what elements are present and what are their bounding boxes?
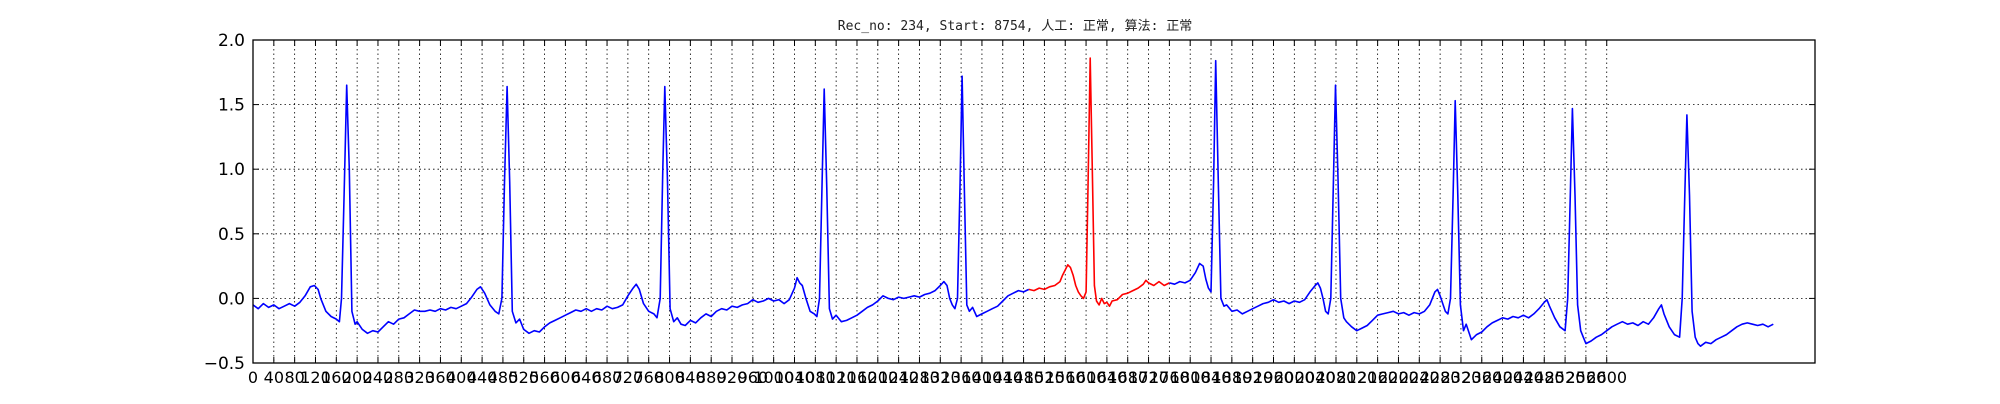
x-tick-label: 1160: [837, 368, 878, 387]
plot-area-frame: [252, 39, 1816, 364]
x-tick-label: 2520: [1545, 368, 1586, 387]
y-tick-label: −0.5: [204, 354, 245, 374]
x-tick-label: 280: [384, 368, 415, 387]
x-tick-label: 2080: [1316, 368, 1357, 387]
y-tick-label: 1.0: [218, 160, 245, 180]
y-tick-label: 0.5: [218, 225, 245, 245]
x-tick-label: 2240: [1399, 368, 1440, 387]
x-tick-label: 2000: [1274, 368, 1315, 387]
x-tick-label: 1200: [857, 368, 898, 387]
x-tick-label: 2600: [1586, 368, 1627, 387]
x-tick-label: 1120: [816, 368, 857, 387]
grid: [252, 39, 1815, 364]
x-tick-label: 800: [654, 368, 685, 387]
x-tick-label: 320: [404, 368, 435, 387]
series-line-3: [1169, 59, 1774, 348]
x-tick-label: 2360: [1461, 368, 1502, 387]
y-tick-label: 1.5: [218, 96, 245, 116]
x-tick-label: 1600: [1066, 368, 1107, 387]
x-tick-label: 2400: [1482, 368, 1523, 387]
x-tick-label: 40: [264, 368, 284, 387]
x-tick-label: 960: [738, 368, 769, 387]
x-tick-label: 440: [467, 368, 498, 387]
y-tick-label: 0.0: [218, 289, 245, 309]
x-tick-label: 720: [613, 368, 644, 387]
x-axis: 0 40 8012016020024028032036040044048052056…: [248, 40, 1627, 387]
x-tick-label: 1480: [1003, 368, 1044, 387]
x-tick-label: 1080: [795, 368, 836, 387]
series-layer: [252, 57, 1774, 348]
x-tick-label: 600: [550, 368, 581, 387]
x-tick-label: 1360: [941, 368, 982, 387]
x-tick-label: 200: [342, 368, 373, 387]
x-tick-label: 2040: [1295, 368, 1336, 387]
x-tick-label: 520: [508, 368, 539, 387]
x-tick-label: 1440: [982, 368, 1023, 387]
x-tick-label: 120: [300, 368, 331, 387]
x-tick-label: 2480: [1524, 368, 1565, 387]
x-tick-label: 1880: [1211, 368, 1252, 387]
y-axis: −0.5 0.0 0.5 1.0 1.5 2.0: [204, 31, 1815, 374]
x-tick-label: 2120: [1336, 368, 1377, 387]
x-tick-label: 240: [363, 368, 394, 387]
x-tick-label: 160: [321, 368, 352, 387]
x-tick-label: 1720: [1128, 368, 1169, 387]
x-tick-label: 1320: [920, 368, 961, 387]
x-tick-label: 1640: [1087, 368, 1128, 387]
x-tick-label: 760: [633, 368, 664, 387]
x-tick-label: 2320: [1441, 368, 1482, 387]
x-tick-label: 1040: [774, 368, 815, 387]
x-tick-label: 1520: [1024, 368, 1065, 387]
x-tick-label: 2160: [1357, 368, 1398, 387]
x-tick-label: 1560: [1045, 368, 1086, 387]
series-line-1: [252, 75, 1030, 335]
x-tick-label: 1400: [962, 368, 1003, 387]
x-tick-label: 1920: [1232, 368, 1273, 387]
x-tick-label: 2560: [1566, 368, 1607, 387]
x-tick-label: 680: [592, 368, 623, 387]
series-line-2: [1028, 57, 1170, 308]
x-tick-label: 2280: [1420, 368, 1461, 387]
x-tick-label: 880: [696, 368, 727, 387]
x-tick-label: 0: [248, 368, 258, 387]
x-tick-label: 2440: [1503, 368, 1544, 387]
x-tick-label: 1840: [1191, 368, 1232, 387]
x-tick-label: 2200: [1378, 368, 1419, 387]
x-tick-label: 1280: [899, 368, 940, 387]
x-tick-label: 560: [529, 368, 560, 387]
x-tick-label: 400: [446, 368, 477, 387]
x-tick-label: 840: [675, 368, 706, 387]
x-tick-label: 1960: [1253, 368, 1294, 387]
x-tick-label: 1000: [753, 368, 794, 387]
x-tick-label: 920: [717, 368, 748, 387]
y-tick-label: 2.0: [218, 31, 245, 51]
x-tick-label: 1800: [1170, 368, 1211, 387]
x-tick-label: 360: [425, 368, 456, 387]
chart-title: Rec_no: 234, Start: 8754, 人工: 正常, 算法: 正常: [838, 19, 1192, 34]
x-tick-label: 1240: [878, 368, 919, 387]
x-tick-label: 80: [284, 368, 304, 387]
x-tick-label: 480: [488, 368, 519, 387]
x-tick-label: 1760: [1149, 368, 1190, 387]
x-tick-label: 640: [571, 368, 602, 387]
x-tick-label: 1680: [1107, 368, 1148, 387]
